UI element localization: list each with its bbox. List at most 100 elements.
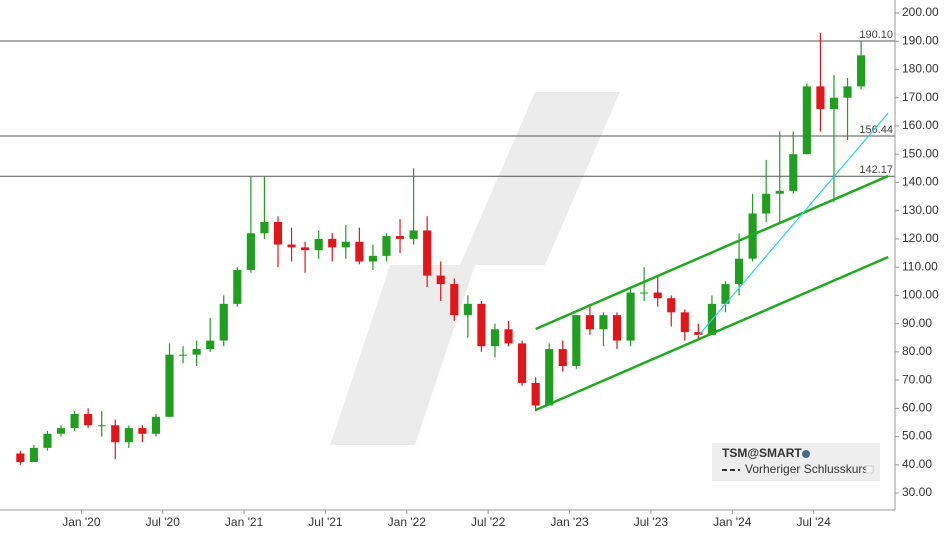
candle-body [341, 241, 350, 248]
candle-body [653, 292, 662, 299]
candle-body [829, 97, 839, 110]
x-tick-label: Jul '21 [308, 515, 343, 529]
y-tick-label: 170.00 [902, 90, 939, 104]
candle-body [151, 416, 161, 434]
candle-body [124, 428, 133, 443]
candle-body [626, 292, 635, 341]
trendline [697, 112, 889, 337]
candle-body [179, 354, 188, 356]
candle-body [382, 236, 391, 256]
candle-body [409, 230, 418, 239]
legend-title: TSM@SMART [722, 446, 802, 460]
y-tick-label: 120.00 [902, 231, 939, 245]
y-tick-label: 150.00 [902, 146, 939, 160]
candle-body [775, 190, 784, 194]
candle-body [29, 447, 38, 462]
candle-body [246, 233, 255, 270]
watermark [330, 92, 620, 445]
watermark-shape [330, 265, 475, 445]
candle-body [314, 238, 323, 251]
candle-body [43, 433, 52, 448]
y-tick-label: 60.00 [902, 401, 932, 415]
x-tick-label: Jul '24 [796, 515, 831, 529]
candle-body [802, 86, 811, 155]
candle-body [545, 349, 554, 406]
x-tick-label: Jan '21 [225, 515, 264, 529]
candle-body [260, 221, 269, 234]
candle-body [368, 255, 377, 262]
legend-icon [802, 450, 810, 458]
candle-body [192, 349, 201, 355]
candle-body [721, 284, 730, 304]
candle-body [599, 315, 608, 330]
candle-body [84, 413, 93, 426]
candle-body [490, 329, 500, 347]
x-tick-label: Jul '20 [146, 515, 181, 529]
candle-body [233, 269, 242, 304]
y-tick-label: 30.00 [902, 485, 932, 499]
candle-body [16, 453, 25, 462]
watermark-shape [460, 92, 620, 265]
trendline [535, 255, 889, 412]
y-tick-label: 200.00 [902, 5, 939, 19]
candle-body [734, 258, 744, 285]
candle-body [111, 425, 120, 443]
candle-body [355, 241, 364, 262]
x-tick-label: Jul '23 [634, 515, 669, 529]
candle-body [680, 312, 689, 333]
candle-body [165, 354, 174, 417]
plot-area: 190.10 156.44 142.17 [0, 29, 895, 465]
y-tick-label: 40.00 [902, 457, 932, 471]
candle-body [97, 425, 106, 427]
y-tick-label: 110.00 [902, 259, 938, 273]
legend-box [712, 443, 880, 481]
y-tick-label: 130.00 [902, 203, 939, 217]
reference-label: 190.10 [859, 29, 893, 41]
candle-body [450, 284, 459, 316]
candle-body [762, 193, 771, 214]
candle-body [287, 244, 296, 248]
candle-body [531, 382, 540, 406]
y-tick-label: 90.00 [902, 316, 932, 330]
x-tick-label: Jan '22 [388, 515, 427, 529]
candle-body [612, 315, 622, 341]
candle-body [694, 332, 703, 335]
candle-body [816, 86, 825, 110]
legend: TSM@SMART Vorheriger Schlusskurs [712, 443, 880, 481]
candle-body [504, 329, 513, 344]
candle-body [395, 236, 405, 239]
y-tick-label: 180.00 [902, 62, 939, 76]
y-tick-label: 160.00 [902, 118, 939, 132]
candle-body [328, 238, 337, 248]
candle-body [219, 303, 228, 341]
candle-body [558, 349, 567, 366]
candle-body [436, 275, 445, 285]
candle-body [857, 55, 866, 87]
candle-body [206, 340, 215, 350]
candle-body [843, 86, 852, 98]
reference-label: 142.17 [859, 164, 893, 176]
y-tick-label: 50.00 [902, 429, 932, 443]
y-tick-label: 100.00 [902, 288, 939, 302]
candle-body [70, 413, 79, 429]
x-tick-label: Jan '23 [550, 515, 589, 529]
candle-body [477, 303, 486, 347]
candle-body [585, 315, 594, 330]
y-tick-label: 80.00 [902, 344, 932, 358]
candle-body [667, 298, 676, 313]
y-tick-label: 140.00 [902, 175, 939, 189]
candle-body [273, 221, 283, 245]
y-tick-label: 190.00 [902, 33, 939, 47]
y-tick-label: 70.00 [902, 372, 932, 386]
x-tick-label: Jan '20 [62, 515, 101, 529]
candle-body [423, 230, 432, 276]
candle-body [301, 247, 310, 251]
trendline [535, 174, 889, 331]
legend-checkbox[interactable] [865, 465, 874, 474]
x-tick-label: Jan '24 [713, 515, 752, 529]
candle-body [572, 315, 581, 366]
candle-body [138, 428, 147, 434]
candle-body [518, 343, 527, 383]
